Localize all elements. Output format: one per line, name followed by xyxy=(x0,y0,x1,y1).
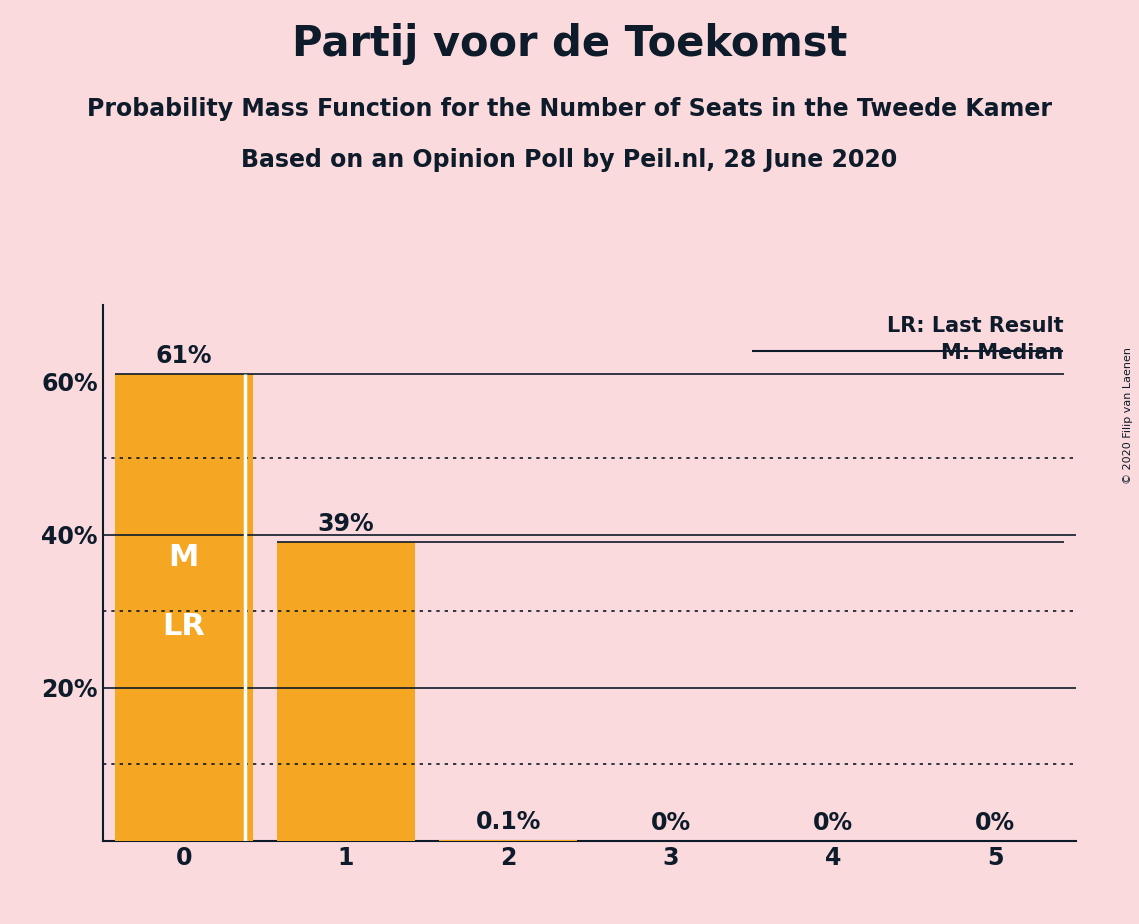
Bar xyxy=(277,542,415,841)
Text: M: M xyxy=(169,543,199,572)
Text: 0%: 0% xyxy=(813,810,853,834)
Text: M: Median: M: Median xyxy=(941,343,1064,363)
Text: 0%: 0% xyxy=(650,810,690,834)
Text: Probability Mass Function for the Number of Seats in the Tweede Kamer: Probability Mass Function for the Number… xyxy=(87,97,1052,121)
Text: Based on an Opinion Poll by Peil.nl, 28 June 2020: Based on an Opinion Poll by Peil.nl, 28 … xyxy=(241,148,898,172)
Text: 0.1%: 0.1% xyxy=(476,810,541,834)
Bar xyxy=(115,374,253,841)
Text: 0%: 0% xyxy=(975,810,1015,834)
Text: © 2020 Filip van Laenen: © 2020 Filip van Laenen xyxy=(1123,347,1133,484)
Text: LR: LR xyxy=(162,612,205,641)
Text: 61%: 61% xyxy=(155,344,212,368)
Text: Partij voor de Toekomst: Partij voor de Toekomst xyxy=(292,23,847,65)
Text: 39%: 39% xyxy=(318,512,375,536)
Text: LR: Last Result: LR: Last Result xyxy=(887,316,1064,336)
